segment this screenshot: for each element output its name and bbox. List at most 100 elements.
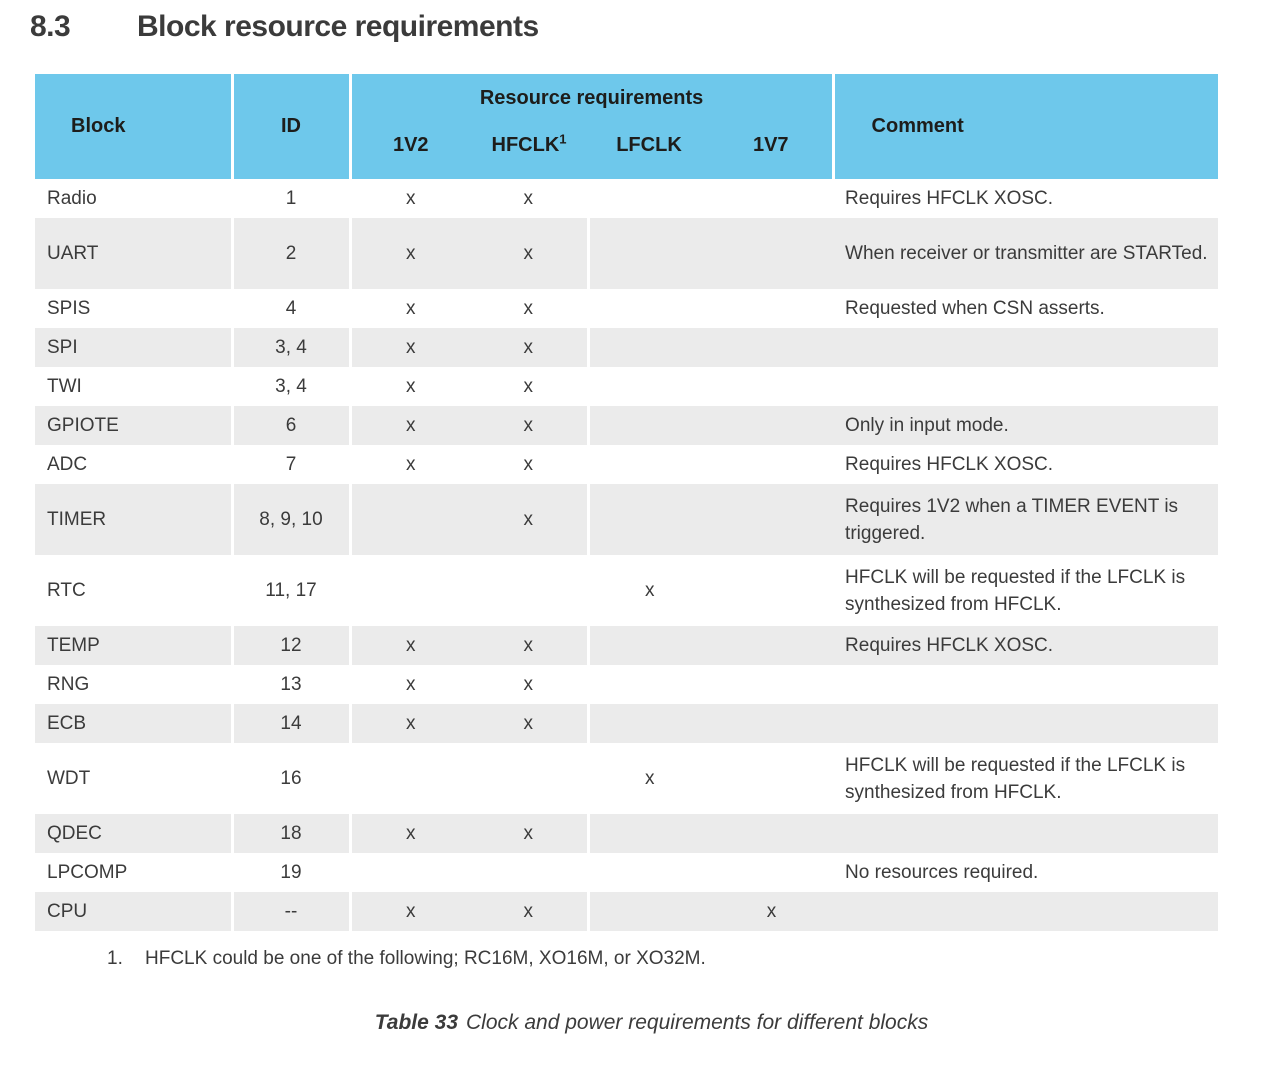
cell-block: ADC [35,445,234,484]
cell-lfclk: x [588,555,710,626]
column-header-1v2: 1V2 [350,122,470,179]
cell-hfclk: x [470,484,590,555]
cell-hfclk: x [470,367,590,406]
cell-1v7 [710,484,834,555]
cell-block: CPU [35,892,234,931]
table-row-adc: ADC 7 x x Requires HFCLK XOSC. [35,445,1219,484]
cell-block: WDT [35,743,234,814]
footnote-number: 1. [107,948,123,969]
cell-hfclk [470,853,590,892]
table-row-radio: Radio 1 x x Requires HFCLK XOSC. [35,179,1219,218]
cell-comment: Requested when CSN asserts. [833,289,1219,328]
section-number: 8.3 [30,10,71,43]
cell-1v2: x [350,406,470,445]
cell-1v2 [350,555,470,626]
cell-id: 18 [232,814,352,853]
cell-id: 3, 4 [232,367,352,406]
table-row-uart: UART 2 x x When receiver or transmitter are … [35,218,1219,289]
cell-1v7 [710,218,834,289]
cell-1v2 [350,484,470,555]
cell-hfclk: x [470,892,590,931]
cell-1v7 [710,406,834,445]
cell-comment: Requires HFCLK XOSC. [833,445,1219,484]
cell-hfclk: x [470,626,590,665]
cell-block: RTC [35,555,234,626]
cell-comment: Requires HFCLK XOSC. [833,626,1219,665]
cell-1v7 [710,367,834,406]
cell-id: 12 [232,626,352,665]
cell-comment: HFCLK will be requested if the LFCLK is … [833,743,1219,814]
cell-block: TEMP [35,626,234,665]
cell-block: LPCOMP [35,853,234,892]
cell-1v2: x [350,626,470,665]
cell-block: RNG [35,665,234,704]
cell-block: TIMER [35,484,234,555]
cell-id: 16 [232,743,352,814]
column-header-block: Block [35,74,234,179]
cell-id: 1 [232,179,352,218]
cell-id: 19 [232,853,352,892]
cell-hfclk: x [470,665,590,704]
table-header: Block ID Resource requirements Comment 1… [35,74,1219,179]
cell-comment: Requires HFCLK XOSC. [833,179,1219,218]
cell-id: 3, 4 [232,328,352,367]
footnote-text: HFCLK could be one of the following; RC1… [145,948,706,969]
cell-lfclk [588,814,710,853]
column-group-resource-requirements: Resource requirements [350,74,835,122]
cell-comment: Only in input mode. [833,406,1219,445]
table-row-ecb: ECB 14 x x [35,704,1219,743]
column-header-lfclk: LFCLK [588,122,710,179]
cell-comment [833,892,1219,931]
cell-1v2 [350,743,470,814]
cell-lfclk [588,445,710,484]
cell-block: QDEC [35,814,234,853]
cell-1v7 [710,445,834,484]
cell-id: 6 [232,406,352,445]
table-row-wdt: WDT 16 x HFCLK will be requested if the LFC… [35,743,1219,814]
cell-lfclk [588,626,710,665]
cell-hfclk: x [470,218,590,289]
table-row-qdec: QDEC 18 x x [35,814,1219,853]
header-row-1: Block ID Resource requirements Comment [35,74,1219,179]
cell-1v7: x [710,892,834,931]
cell-1v7 [710,626,834,665]
table-footnote: 1. HFCLK could be one of the following; … [107,948,1273,970]
cell-hfclk: x [470,328,590,367]
cell-block: UART [35,218,234,289]
cell-comment [833,704,1219,743]
cell-1v2: x [350,665,470,704]
cell-1v2 [350,853,470,892]
cell-id: 4 [232,289,352,328]
cell-comment [833,665,1219,704]
cell-lfclk [588,665,710,704]
cell-hfclk: x [470,179,590,218]
cell-lfclk [588,328,710,367]
cell-hfclk: x [470,406,590,445]
column-header-1v7: 1V7 [710,122,835,179]
cell-1v7 [710,179,834,218]
cell-hfclk [470,743,590,814]
cell-id: 13 [232,665,352,704]
header-row-2: 1V2 HFCLK1 LFCLK 1V7 [35,122,1218,179]
cell-1v7 [710,555,834,626]
cell-block: Radio [35,179,234,218]
cell-comment: HFCLK will be requested if the LFCLK is … [833,555,1219,626]
cell-1v7 [710,665,834,704]
cell-block: ECB [35,704,234,743]
column-header-id: ID [232,74,352,179]
cell-id: 8, 9, 10 [232,484,352,555]
resource-requirements-table: Block ID Resource requirements Comment 1… [35,74,1219,931]
cell-id: -- [232,892,352,931]
cell-id: 7 [232,445,352,484]
cell-block: TWI [35,367,234,406]
cell-hfclk: x [470,289,590,328]
cell-hfclk: x [470,704,590,743]
cell-lfclk [588,406,710,445]
cell-1v2: x [350,814,470,853]
section-heading: 8.3 Block resource requirements [0,0,1273,44]
cell-hfclk: x [470,814,590,853]
cell-1v7 [710,328,834,367]
table-caption-text: Clock and power requirements for differe… [466,1011,929,1034]
cell-lfclk [588,484,710,555]
table-body: Radio 1 x x Requires HFCLK XOSC. UART 2 x x When … [35,179,1219,931]
